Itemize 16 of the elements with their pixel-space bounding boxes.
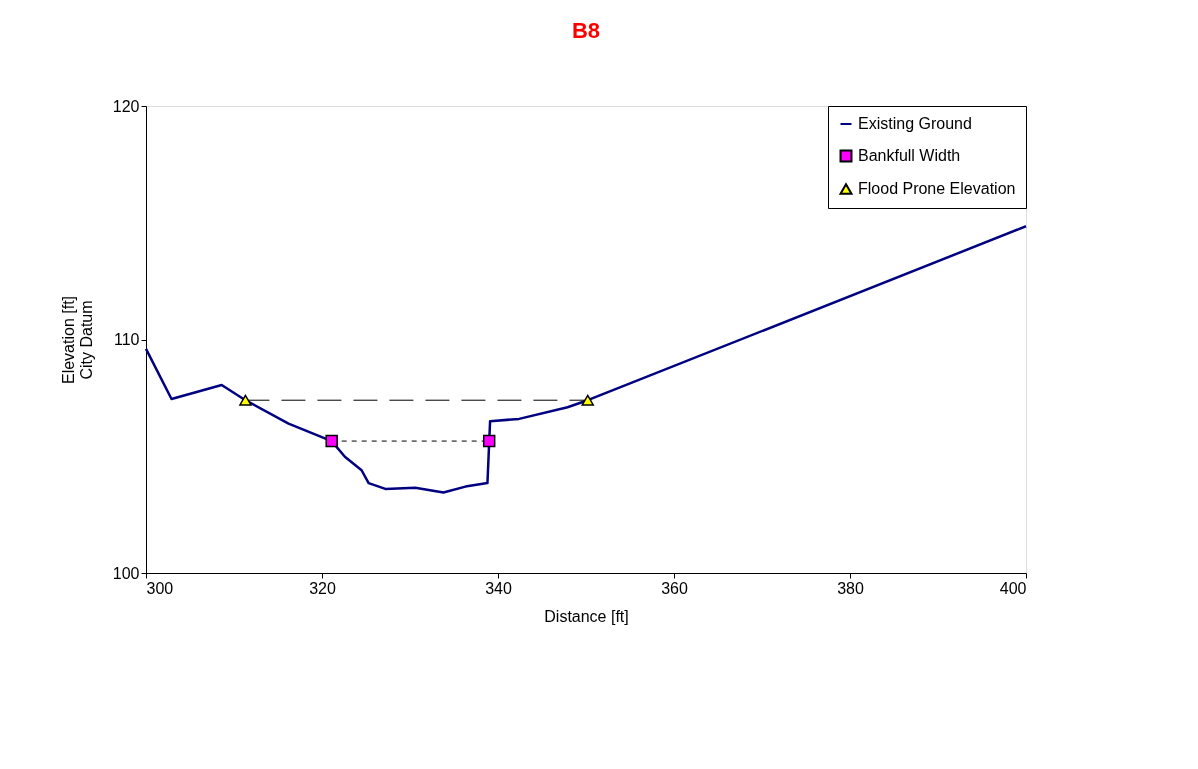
x-tick-label: 300 — [146, 579, 174, 597]
x-tick-label: 400 — [999, 579, 1027, 597]
x-tick-label: 360 — [661, 579, 688, 597]
line-series — [144, 225, 1028, 494]
chart-title: B8 — [571, 18, 601, 43]
legend-label: Existing Ground — [858, 115, 972, 132]
y-tick-label: 110 — [113, 331, 140, 348]
x-axis-title: Distance [ft] — [544, 607, 629, 625]
y-axis-title: Elevation [ft] City Datum — [59, 295, 95, 385]
x-tick-label: 320 — [309, 579, 336, 597]
x-tick-label: 380 — [837, 579, 864, 597]
y-tick-label: 120 — [112, 97, 140, 115]
legend-label: Flood Prone Elevation — [858, 180, 1016, 197]
legend-label: Bankfull Width — [858, 147, 961, 164]
x-tick-label: 340 — [485, 579, 512, 597]
y-tick-label: 100 — [112, 564, 140, 582]
